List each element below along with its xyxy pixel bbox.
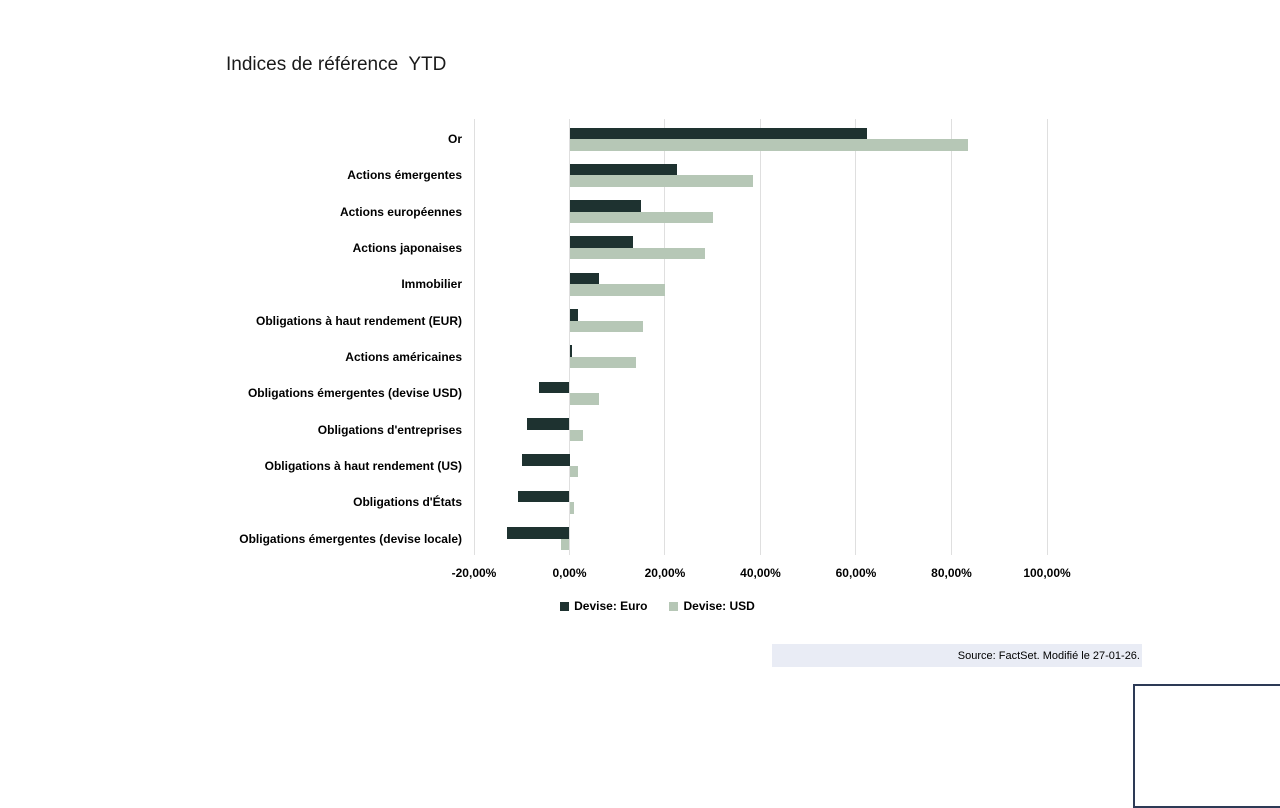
bar-row: [474, 155, 1047, 191]
category-label: Obligations d'entreprises: [317, 422, 462, 437]
bar-devise-usd: [569, 320, 643, 333]
category-label: Actions américaines: [345, 350, 462, 365]
gridline: [951, 119, 952, 555]
bar-row: [474, 482, 1047, 518]
bar-row: [474, 337, 1047, 373]
x-tick-label: 40,00%: [740, 566, 781, 580]
x-tick-label: -20,00%: [451, 566, 497, 580]
chart-title: Indices de référence YTD: [226, 54, 447, 75]
bar-row: [474, 519, 1047, 555]
bar-devise-euro: [569, 309, 578, 321]
legend-item: Devise: Euro: [560, 599, 647, 613]
bar-row: [474, 228, 1047, 264]
bar-row: [474, 373, 1047, 409]
bar-devise-usd: [569, 284, 665, 296]
value-axis: -20,00% 0,00% 20,00% 40,00% 60,00% 80,00% 100,…: [452, 566, 1071, 584]
bar-row: [474, 301, 1047, 337]
legend-item: Devise: USD: [669, 599, 755, 613]
gridline: [1046, 119, 1048, 555]
category-label: Actions européennes: [339, 204, 462, 219]
bar-devise-euro: [569, 163, 677, 176]
legend-swatch: [669, 601, 679, 611]
x-tick-label: 20,00%: [644, 566, 686, 580]
bar-devise-usd: [569, 247, 705, 260]
category-label: Actions japonaises: [352, 241, 462, 256]
bar-devise-usd: [561, 538, 570, 551]
legend-swatch: [560, 601, 570, 611]
x-tick-label: 80,00%: [931, 566, 972, 580]
bar-row: [474, 192, 1047, 228]
bar-row: [474, 119, 1047, 155]
bar-row: [474, 264, 1047, 300]
plot-area: [473, 119, 1048, 555]
x-tick-label: 0,00%: [552, 566, 587, 580]
bar-devise-euro: [521, 454, 570, 466]
legend-label: Devise: Euro: [574, 599, 648, 613]
bar-devise-euro: [569, 236, 634, 248]
source-text: Source: FactSet. Modifié le 27-01-26.: [957, 649, 1140, 662]
bar-devise-euro: [569, 200, 642, 212]
gridline: [568, 119, 570, 555]
bar-row: [474, 446, 1047, 482]
bar-devise-euro: [569, 127, 867, 139]
bar-row: [474, 410, 1047, 446]
category-label: Or: [447, 132, 462, 147]
category-label: Actions émergentes: [347, 168, 462, 183]
legend-label: Devise: USD: [683, 599, 755, 613]
gridline: [760, 119, 761, 555]
bar-devise-euro: [539, 381, 570, 394]
bar-devise-euro: [569, 272, 599, 285]
bar-devise-usd: [569, 356, 637, 369]
bar-devise-euro: [569, 345, 573, 357]
category-label: Obligations à haut rendement (US): [264, 459, 462, 474]
category-label: Obligations émergentes (devise USD): [247, 386, 462, 401]
source-band: Source: FactSet. Modifié le 27-01-26.: [772, 644, 1142, 667]
gridline: [855, 119, 857, 555]
category-axis: Or Actions émergentes Actions européennes A…: [200, 121, 462, 557]
bar-devise-euro: [527, 418, 570, 430]
bar-devise-usd: [569, 211, 714, 224]
category-label: Obligations émergentes (devise locale): [239, 531, 462, 546]
gridline: [664, 119, 666, 555]
corner-placeholder-box: [1133, 684, 1280, 808]
bar-devise-usd: [569, 139, 969, 151]
x-tick-label: 60,00%: [835, 566, 877, 580]
category-label: Obligations d'États: [353, 495, 462, 510]
bar-devise-usd: [569, 175, 754, 187]
gridline: [473, 119, 475, 555]
category-label: Obligations à haut rendement (EUR): [255, 313, 462, 328]
bar-devise-usd: [569, 465, 578, 478]
x-tick-label: 100,00%: [1023, 566, 1071, 580]
category-label: Immobilier: [401, 277, 462, 292]
chart-legend: Devise: Euro Devise: USD: [200, 597, 1115, 615]
bar-devise-euro: [506, 527, 570, 539]
bar-devise-usd: [569, 393, 599, 405]
bar-devise-usd: [569, 429, 584, 442]
bar-devise-usd: [569, 502, 575, 514]
bar-devise-euro: [517, 490, 570, 503]
